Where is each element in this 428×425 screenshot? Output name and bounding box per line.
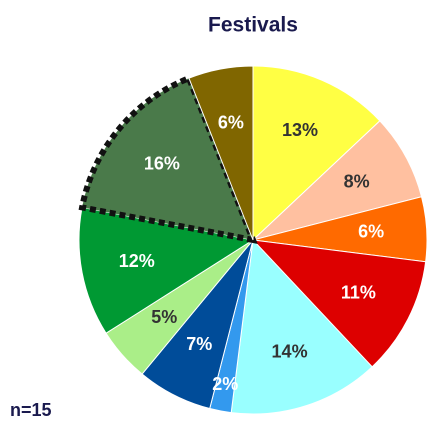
- sample-size: n=15: [10, 400, 52, 420]
- data-label: 7%: [186, 334, 212, 354]
- data-label: 14%: [272, 341, 308, 361]
- chart-title: Festivals: [208, 14, 298, 37]
- pie-slice: [188, 65, 254, 241]
- pie-slice: [252, 65, 381, 242]
- data-label: 6%: [358, 221, 384, 241]
- data-label: 16%: [144, 153, 180, 173]
- data-label: 13%: [282, 120, 318, 140]
- data-label: 8%: [344, 172, 370, 192]
- data-label: 2%: [212, 374, 238, 394]
- pie-slice: [78, 74, 258, 244]
- pie-slice: [251, 239, 427, 368]
- pie-slice: [78, 206, 255, 334]
- data-label: 11%: [341, 282, 376, 302]
- data-label: 5%: [151, 307, 177, 327]
- data-label: 12%: [119, 251, 155, 271]
- pie-slice: [230, 238, 373, 415]
- data-label: 6%: [218, 113, 244, 133]
